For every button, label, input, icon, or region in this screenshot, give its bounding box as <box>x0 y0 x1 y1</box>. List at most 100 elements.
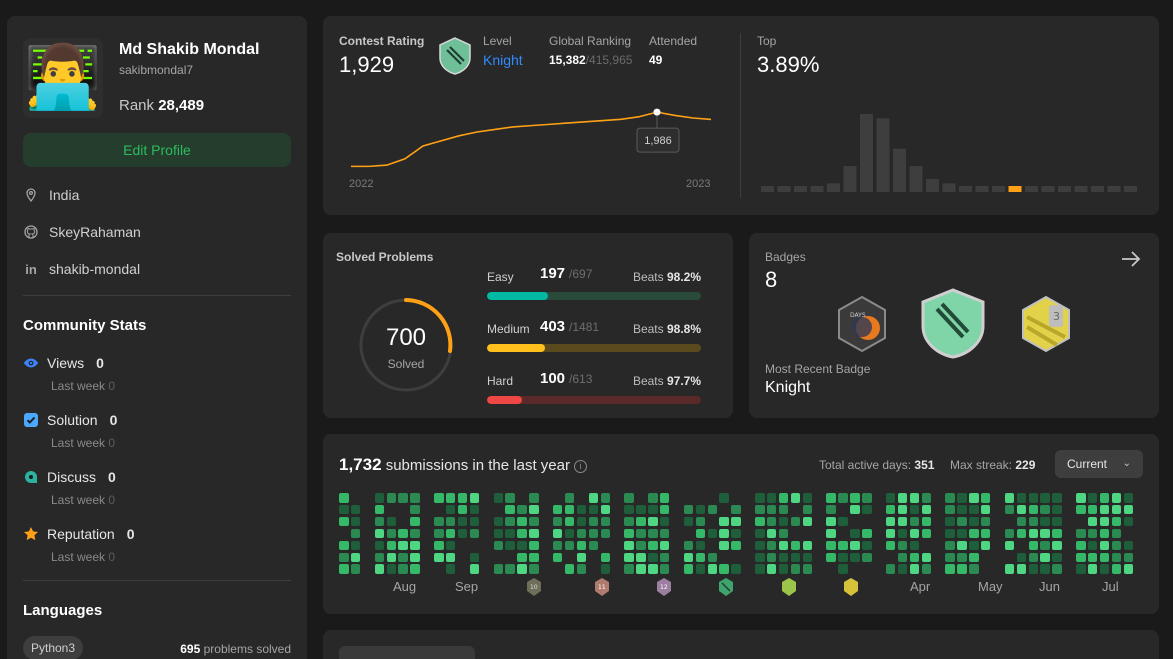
heatmap-cell[interactable] <box>564 564 575 574</box>
heatmap-cell[interactable] <box>695 528 706 539</box>
heatmap-cell[interactable] <box>1087 493 1098 503</box>
heatmap-cell[interactable] <box>624 564 634 574</box>
heatmap-cell[interactable] <box>695 516 706 527</box>
heatmap-cell[interactable] <box>386 540 397 551</box>
heatmap-cell[interactable] <box>731 564 741 574</box>
heatmap-cell[interactable] <box>1111 528 1122 539</box>
heatmap-cell[interactable] <box>493 516 504 527</box>
heatmap-cell[interactable] <box>339 564 349 574</box>
heatmap-cell[interactable] <box>1111 552 1122 562</box>
heatmap-cell[interactable] <box>1123 504 1134 515</box>
heatmap-cell[interactable] <box>552 528 563 539</box>
heatmap-cell[interactable] <box>564 516 575 527</box>
heatmap-cell[interactable] <box>648 552 658 562</box>
heatmap-cell[interactable] <box>1076 528 1086 539</box>
heatmap-cell[interactable] <box>1028 504 1038 515</box>
knight-badge-large-icon[interactable] <box>919 287 987 364</box>
heatmap-cell[interactable] <box>600 528 611 539</box>
heatmap-cell[interactable] <box>755 504 765 515</box>
heatmap-cell[interactable] <box>434 552 444 562</box>
heatmap-cell[interactable] <box>659 528 670 539</box>
heatmap-cell[interactable] <box>838 552 848 562</box>
heatmap-cell[interactable] <box>386 564 397 574</box>
heatmap-cell[interactable] <box>636 564 646 574</box>
histogram-bar[interactable] <box>810 186 824 192</box>
heatmap-cell[interactable] <box>1016 564 1027 574</box>
heatmap-cell[interactable] <box>719 528 729 539</box>
heatmap-cell[interactable] <box>766 528 777 539</box>
heatmap-cell[interactable] <box>885 540 896 551</box>
heatmap-cell[interactable] <box>505 528 515 539</box>
heatmap-cell[interactable] <box>350 516 361 527</box>
heatmap-cell[interactable] <box>600 516 611 527</box>
heatmap-cell[interactable] <box>909 504 920 515</box>
heatmap-cell[interactable] <box>826 493 836 503</box>
histogram-bar[interactable] <box>975 186 989 192</box>
green-mini-badge-icon[interactable] <box>780 577 798 602</box>
histogram-bar[interactable] <box>876 118 890 192</box>
heatmap-cell[interactable] <box>980 540 991 551</box>
heatmap-cell[interactable] <box>659 516 670 527</box>
heatmap-cell[interactable] <box>1123 516 1134 527</box>
heatmap-cell[interactable] <box>885 493 896 503</box>
heatmap-cell[interactable] <box>778 504 789 515</box>
heatmap-cell[interactable] <box>755 552 765 562</box>
heatmap-cell[interactable] <box>1076 493 1086 503</box>
heatmap-cell[interactable] <box>1004 564 1015 574</box>
heatmap-cell[interactable] <box>695 564 706 574</box>
heatmap-cell[interactable] <box>624 504 634 515</box>
heatmap-cell[interactable] <box>469 493 480 503</box>
heatmap-cell[interactable] <box>469 528 480 539</box>
heatmap-cell[interactable] <box>897 552 908 562</box>
three-year-badge-icon[interactable]: 3 <box>1019 295 1073 358</box>
heatmap-cell[interactable] <box>517 540 527 551</box>
heatmap-cell[interactable] <box>648 504 658 515</box>
heatmap-cell[interactable] <box>1040 540 1050 551</box>
heatmap-cell[interactable] <box>957 564 967 574</box>
heatmap-cell[interactable] <box>374 540 385 551</box>
heatmap-cell[interactable] <box>778 528 789 539</box>
heatmap-cell[interactable] <box>648 528 658 539</box>
heatmap-cell[interactable] <box>909 516 920 527</box>
heatmap-cell[interactable] <box>493 540 504 551</box>
heatmap-cell[interactable] <box>802 493 813 503</box>
heatmap-cell[interactable] <box>445 516 456 527</box>
heatmap-cell[interactable] <box>1087 564 1098 574</box>
heatmap-cell[interactable] <box>517 564 527 574</box>
arrow-right-icon[interactable] <box>1119 247 1143 276</box>
heatmap-cell[interactable] <box>969 564 979 574</box>
heatmap-cell[interactable] <box>529 504 539 515</box>
heatmap-cell[interactable] <box>1052 504 1062 515</box>
heatmap-cell[interactable] <box>862 528 872 539</box>
heatmap-cell[interactable] <box>897 540 908 551</box>
heatmap-cell[interactable] <box>766 552 777 562</box>
heatmap-cell[interactable] <box>838 493 848 503</box>
heatmap-cell[interactable] <box>339 552 349 562</box>
heatmap-cell[interactable] <box>648 540 658 551</box>
heatmap-cell[interactable] <box>755 516 765 527</box>
heatmap-cell[interactable] <box>659 504 670 515</box>
heatmap-cell[interactable] <box>350 564 361 574</box>
heatmap-cell[interactable] <box>636 540 646 551</box>
heatmap-cell[interactable] <box>434 528 444 539</box>
heatmap-cell[interactable] <box>885 564 896 574</box>
heatmap-cell[interactable] <box>374 528 385 539</box>
heatmap-cell[interactable] <box>1040 528 1050 539</box>
heatmap-cell[interactable] <box>766 504 777 515</box>
heatmap-cell[interactable] <box>1040 552 1050 562</box>
histogram-bar[interactable] <box>761 186 774 192</box>
heatmap-cell[interactable] <box>505 540 515 551</box>
heatmap-cell[interactable] <box>1028 516 1038 527</box>
heatmap-cell[interactable] <box>850 504 860 515</box>
heatmap-cell[interactable] <box>921 564 932 574</box>
histogram-bar[interactable] <box>794 186 807 192</box>
github-row[interactable]: SkeyRahaman <box>23 224 141 240</box>
heatmap-cell[interactable] <box>659 564 670 574</box>
heatmap-cell[interactable] <box>790 493 801 503</box>
heatmap-cell[interactable] <box>1016 504 1027 515</box>
heatmap-cell[interactable] <box>909 528 920 539</box>
heatmap-cell[interactable] <box>1076 564 1086 574</box>
heatmap-cell[interactable] <box>1099 516 1110 527</box>
heatmap-cell[interactable] <box>838 564 848 574</box>
heatmap-cell[interactable] <box>1052 540 1062 551</box>
